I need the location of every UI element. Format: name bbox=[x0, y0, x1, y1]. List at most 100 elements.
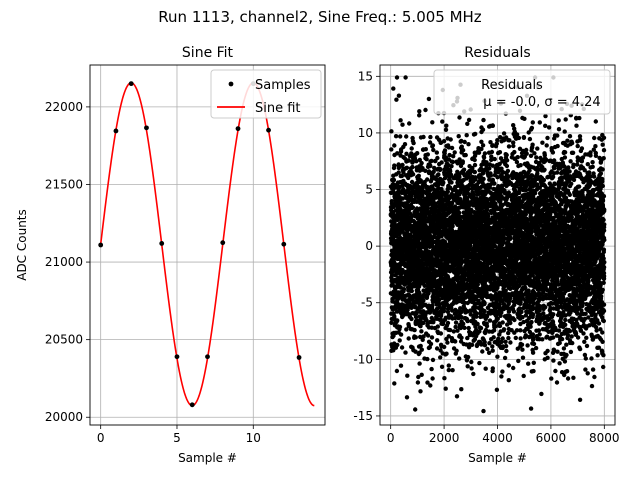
residual-point bbox=[571, 375, 576, 380]
residual-point bbox=[492, 156, 497, 162]
x-axis-label: Sample # bbox=[468, 451, 527, 465]
sample-point bbox=[266, 127, 271, 133]
residual-point bbox=[427, 140, 433, 145]
residual-point bbox=[432, 165, 437, 171]
sample-point bbox=[281, 241, 287, 247]
residual-point bbox=[543, 113, 548, 119]
residual-point bbox=[393, 134, 399, 139]
residual-point bbox=[444, 123, 449, 128]
residual-point bbox=[492, 172, 498, 178]
residual-point bbox=[423, 302, 428, 308]
residual-point bbox=[479, 184, 484, 189]
residual-point bbox=[499, 307, 504, 312]
residual-point bbox=[480, 349, 485, 354]
residual-point bbox=[471, 371, 476, 377]
residual-point bbox=[406, 336, 411, 341]
residual-point bbox=[443, 127, 449, 132]
residual-point bbox=[428, 134, 433, 140]
residual-point bbox=[398, 134, 403, 139]
residual-point bbox=[544, 326, 549, 331]
residual-point bbox=[474, 150, 479, 156]
residual-point bbox=[402, 142, 408, 147]
residual-point bbox=[451, 346, 457, 351]
residual-point bbox=[543, 123, 548, 128]
legend-marker-samples bbox=[228, 81, 234, 87]
residual-point bbox=[434, 346, 440, 351]
residual-point bbox=[498, 156, 504, 161]
residual-point bbox=[562, 329, 567, 334]
residual-point bbox=[557, 161, 562, 167]
residual-point bbox=[481, 176, 486, 182]
residual-point bbox=[567, 329, 573, 334]
residual-point bbox=[518, 336, 523, 341]
residual-point bbox=[404, 327, 409, 332]
sample-point bbox=[296, 355, 302, 360]
residual-point bbox=[561, 175, 566, 180]
y-tick-label: 20000 bbox=[45, 410, 83, 424]
residual-point bbox=[518, 328, 523, 333]
residual-point bbox=[556, 118, 561, 123]
residual-point bbox=[506, 330, 511, 336]
residual-point bbox=[595, 353, 600, 358]
residual-point bbox=[445, 136, 450, 141]
residual-point bbox=[481, 408, 486, 414]
residual-point bbox=[487, 124, 492, 129]
residual-point bbox=[567, 192, 572, 197]
residual-point bbox=[426, 325, 432, 330]
residual-point bbox=[409, 179, 415, 185]
residual-point bbox=[406, 324, 412, 329]
sample-point bbox=[159, 241, 165, 246]
residual-point bbox=[592, 374, 597, 380]
residual-point bbox=[582, 316, 588, 321]
y-tick-label: 10 bbox=[358, 126, 373, 140]
residual-point bbox=[601, 280, 606, 285]
residual-point bbox=[555, 341, 561, 347]
residual-point bbox=[536, 328, 542, 333]
residual-point bbox=[462, 192, 467, 197]
residual-point bbox=[417, 361, 422, 366]
x-tick-label: 6000 bbox=[536, 431, 567, 445]
residual-point bbox=[552, 181, 558, 187]
sample-point bbox=[144, 125, 149, 131]
residual-point bbox=[490, 344, 495, 349]
residual-point bbox=[469, 366, 474, 371]
residual-point bbox=[452, 315, 458, 321]
residual-point bbox=[484, 323, 490, 329]
residual-point bbox=[392, 152, 397, 158]
residual-point bbox=[577, 134, 583, 139]
residual-point bbox=[601, 148, 607, 153]
residuals-axes: 0 2000 4000 6000 8000-15-10-5051015Residuals… bbox=[353, 45, 619, 465]
residual-point bbox=[439, 364, 445, 369]
residual-point bbox=[469, 359, 474, 365]
residual-point bbox=[425, 380, 430, 385]
residual-point bbox=[574, 317, 579, 323]
residual-point bbox=[389, 190, 394, 195]
residual-point bbox=[396, 170, 401, 175]
residual-point bbox=[398, 363, 404, 368]
residual-point bbox=[499, 339, 504, 345]
residual-point bbox=[549, 376, 554, 381]
residual-point bbox=[445, 340, 450, 345]
residual-point bbox=[443, 155, 449, 160]
residual-point bbox=[413, 407, 418, 412]
residual-point bbox=[477, 360, 482, 366]
residual-point bbox=[583, 356, 588, 361]
residual-point bbox=[404, 151, 409, 156]
sample-point bbox=[113, 128, 119, 134]
residual-point bbox=[503, 288, 508, 293]
residual-point bbox=[590, 160, 595, 165]
residual-point bbox=[593, 144, 598, 149]
axes-title: Sine Fit bbox=[182, 45, 234, 61]
x-tick-label: 0 bbox=[387, 431, 395, 445]
residual-point bbox=[425, 177, 430, 182]
residual-point bbox=[589, 383, 595, 389]
y-tick-label: 22000 bbox=[45, 100, 83, 114]
residual-point bbox=[512, 126, 517, 131]
x-tick-label: 2000 bbox=[429, 431, 460, 445]
figure-suptitle: Run 1113, channel2, Sine Freq.: 5.005 MH… bbox=[158, 8, 482, 26]
residual-point bbox=[506, 363, 511, 368]
residual-point bbox=[535, 165, 540, 171]
residual-point bbox=[585, 371, 590, 376]
residual-point bbox=[602, 237, 607, 243]
